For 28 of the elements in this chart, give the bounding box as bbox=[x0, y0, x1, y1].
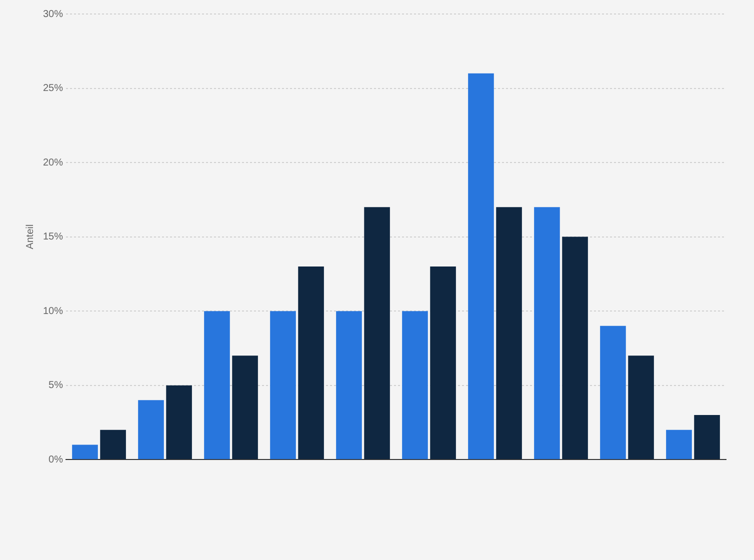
y-tick-label: 25% bbox=[43, 83, 64, 94]
bar bbox=[204, 311, 230, 460]
bar bbox=[666, 430, 692, 460]
bar bbox=[534, 207, 560, 460]
bar bbox=[138, 400, 164, 460]
bar bbox=[694, 415, 720, 460]
bar bbox=[232, 356, 258, 460]
bar bbox=[430, 266, 456, 460]
y-tick-label: 10% bbox=[43, 306, 64, 317]
bar bbox=[468, 73, 494, 460]
bar bbox=[628, 356, 654, 460]
bar bbox=[496, 207, 522, 460]
y-tick-label: 30% bbox=[43, 8, 64, 20]
bar bbox=[100, 430, 126, 460]
bar bbox=[562, 236, 588, 460]
y-tick-label: 5% bbox=[48, 380, 64, 392]
bar bbox=[166, 385, 192, 460]
y-tick-label: 0% bbox=[48, 454, 64, 466]
bar bbox=[402, 311, 428, 460]
y-tick-label: 20% bbox=[43, 157, 64, 168]
bar bbox=[298, 266, 324, 460]
y-tick-label: 15% bbox=[43, 232, 64, 243]
bar bbox=[336, 311, 362, 460]
bar bbox=[72, 444, 98, 460]
bar bbox=[600, 326, 626, 460]
y-axis-title: Anteil bbox=[24, 224, 36, 250]
bar bbox=[364, 207, 390, 460]
bar bbox=[270, 311, 296, 460]
